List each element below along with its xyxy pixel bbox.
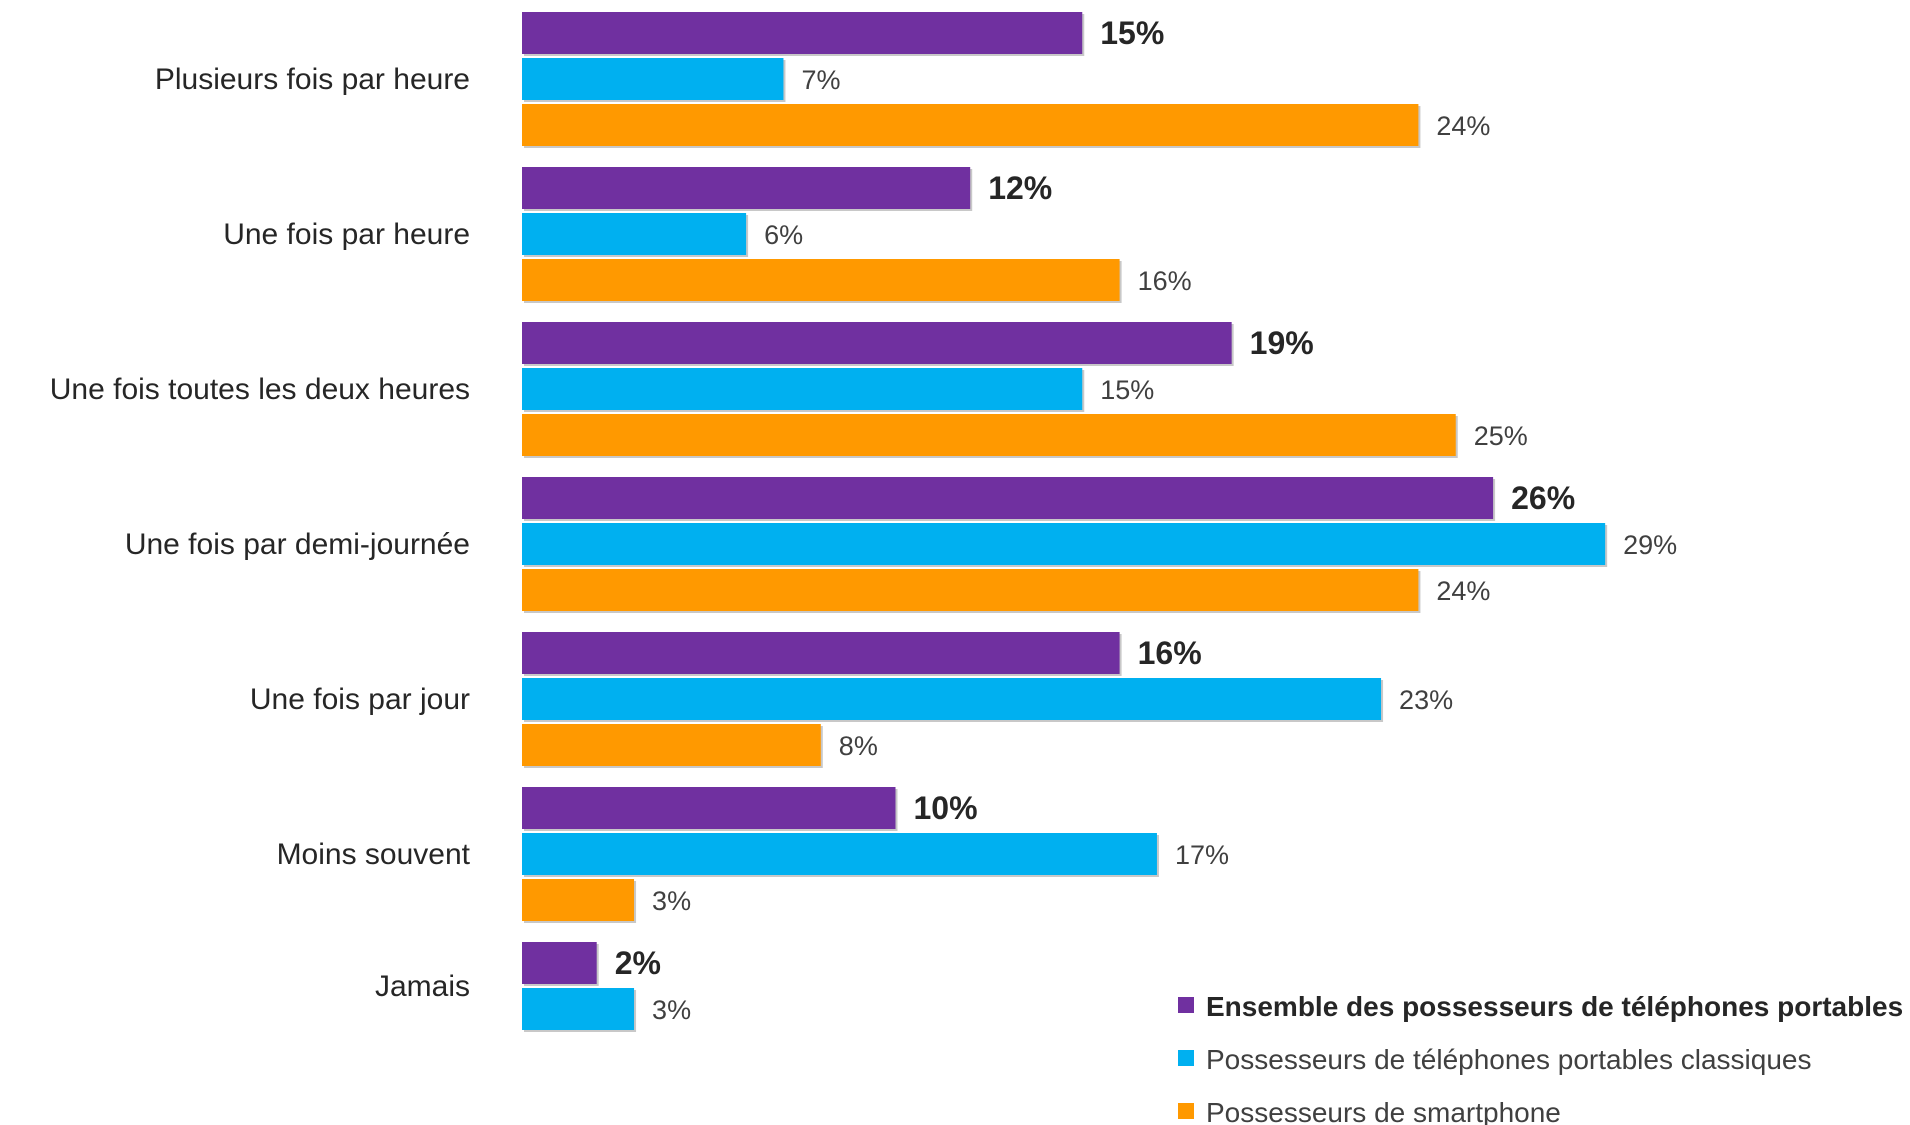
- data-label: 3%: [652, 886, 691, 916]
- bar: [522, 678, 1382, 720]
- data-label: 7%: [801, 65, 840, 95]
- data-label: 26%: [1511, 480, 1575, 516]
- bar: [522, 12, 1083, 54]
- bar: [522, 879, 635, 921]
- data-label: 29%: [1623, 530, 1677, 560]
- category-label: Une fois par jour: [250, 683, 470, 716]
- category-label: Moins souvent: [277, 838, 471, 871]
- bar: [522, 414, 1456, 456]
- data-label: 25%: [1474, 421, 1528, 451]
- legend-swatch: [1178, 997, 1194, 1013]
- legend-label: Possesseurs de smartphone: [1206, 1097, 1561, 1125]
- category-label: Une fois par demi-journée: [125, 528, 470, 561]
- category-label: Une fois par heure: [223, 218, 470, 251]
- bar: [522, 988, 635, 1030]
- bar: [522, 632, 1120, 674]
- category-label: Jamais: [375, 970, 470, 1003]
- category-label: Une fois toutes les deux heures: [50, 373, 470, 406]
- bars-layer: [522, 12, 1608, 1032]
- legend: Ensemble des possesseurs de téléphones p…: [1178, 991, 1903, 1125]
- data-label: 24%: [1436, 576, 1490, 606]
- bar: [522, 368, 1083, 410]
- data-label: 6%: [764, 220, 803, 250]
- data-label: 24%: [1436, 111, 1490, 141]
- data-label: 2%: [615, 945, 661, 981]
- data-label: 3%: [652, 995, 691, 1025]
- bar: [522, 167, 971, 209]
- legend-label: Possesseurs de téléphones portables clas…: [1206, 1044, 1811, 1075]
- bar: [522, 259, 1120, 301]
- data-label: 16%: [1138, 266, 1192, 296]
- data-label: 10%: [914, 790, 978, 826]
- bar: [522, 523, 1606, 565]
- bar: [522, 213, 747, 255]
- bar: [522, 942, 597, 984]
- data-label: 8%: [839, 731, 878, 761]
- data-label: 17%: [1175, 840, 1229, 870]
- data-label: 15%: [1100, 15, 1164, 51]
- bar: [522, 322, 1232, 364]
- bar: [522, 477, 1494, 519]
- bar: [522, 833, 1157, 875]
- data-label: 23%: [1399, 685, 1453, 715]
- bar: [522, 569, 1419, 611]
- bar: [522, 58, 784, 100]
- data-label: 16%: [1138, 635, 1202, 671]
- labels-layer: Plusieurs fois par heure 15% 7% 24% Une fois…: [50, 15, 1677, 1025]
- legend-label: Ensemble des possesseurs de téléphones p…: [1206, 991, 1903, 1022]
- data-label: 12%: [988, 170, 1052, 206]
- category-label: Plusieurs fois par heure: [155, 63, 470, 96]
- legend-swatch: [1178, 1050, 1194, 1066]
- bar: [522, 104, 1419, 146]
- legend-swatch: [1178, 1103, 1194, 1119]
- data-label: 19%: [1250, 325, 1314, 361]
- bar: [522, 787, 896, 829]
- bar: [522, 724, 821, 766]
- data-label: 15%: [1100, 375, 1154, 405]
